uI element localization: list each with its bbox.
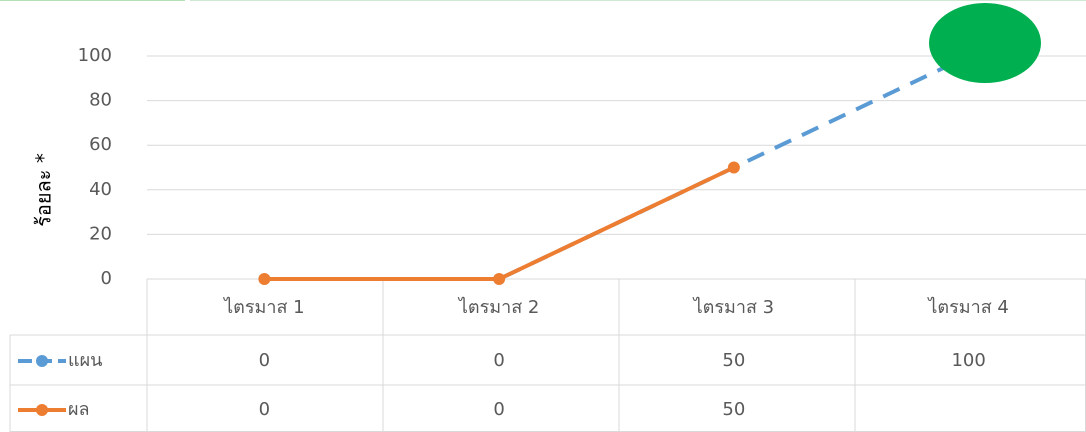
point-marker (258, 273, 271, 285)
y-tick-label: 80 (89, 90, 112, 111)
legend-marker (36, 355, 48, 367)
point-marker (493, 273, 506, 285)
data-table (9, 279, 1086, 432)
y-axis-label: ร้อยละ * (32, 153, 56, 227)
table-value: 50 (722, 399, 745, 420)
x-tick-label: ไตรมาส 3 (692, 296, 775, 318)
y-tick-label: 20 (89, 223, 112, 244)
table-value: 0 (493, 399, 504, 420)
table-value: 100 (951, 350, 985, 371)
table-value: 50 (722, 350, 745, 371)
series-line (264, 165, 735, 281)
y-tick-label: 60 (89, 134, 112, 155)
legend-label: แผน (68, 350, 102, 371)
series-line (264, 54, 970, 281)
legend-label: ผล (68, 399, 90, 420)
x-tick-label: ไตรมาส 1 (222, 296, 305, 318)
x-tick-label: ไตรมาส 2 (457, 296, 540, 318)
x-tick-label: ไตรมาส 4 (926, 296, 1009, 318)
y-tick-label: 100 (78, 45, 112, 66)
point-marker (727, 161, 740, 174)
table-value: 0 (493, 350, 504, 371)
legend-marker (36, 404, 48, 416)
table-value: 0 (259, 350, 270, 371)
status-indicator (929, 3, 1041, 83)
table-value: 0 (259, 399, 270, 420)
y-tick-label: 40 (89, 179, 112, 200)
y-tick-label: 0 (101, 268, 112, 289)
